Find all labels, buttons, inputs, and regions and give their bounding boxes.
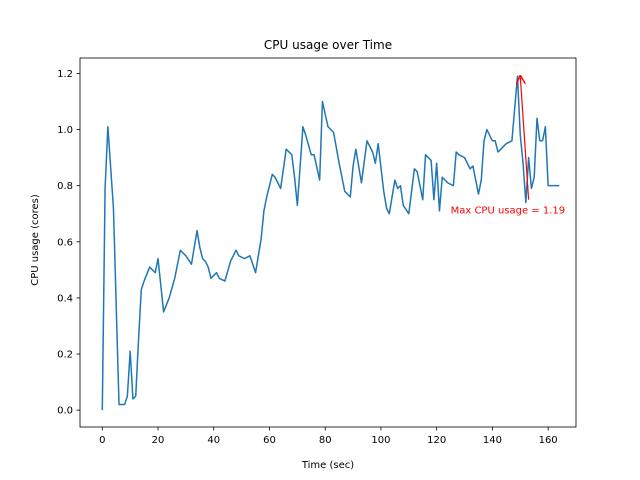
- chart-title: CPU usage over Time: [264, 38, 392, 52]
- x-tick-label: 60: [263, 435, 276, 446]
- x-tick-label: 100: [371, 435, 390, 446]
- y-tick-label: 1.2: [57, 69, 73, 80]
- x-tick-label: 20: [152, 435, 165, 446]
- x-tick-label: 40: [207, 435, 220, 446]
- annotation-label: Max CPU usage = 1.19: [451, 206, 566, 217]
- plot-frame: [79, 57, 577, 428]
- x-tick-label: 120: [427, 435, 446, 446]
- y-tick-label: 0.8: [57, 181, 73, 192]
- plot-area: 0 20 40 60 80 100 120 140 160 0.0 0.2 0.4 0.6 0.8 1.0 1…: [57, 57, 577, 446]
- y-tick-label: 1.0: [57, 125, 73, 136]
- y-tick-label: 0.4: [57, 293, 73, 304]
- y-tick-label: 0.6: [57, 237, 73, 248]
- y-tick-label: 0.2: [57, 350, 73, 361]
- x-tick-label: 80: [319, 435, 332, 446]
- series-line: [101, 75, 560, 411]
- x-tick-label: 140: [483, 435, 502, 446]
- annotation-arrow: [520, 76, 530, 200]
- y-axis-label: CPU usage (cores): [30, 194, 41, 286]
- x-axis-label: Time (sec): [301, 460, 354, 471]
- x-tick-label: 160: [539, 435, 558, 446]
- y-tick-label: 0.0: [57, 406, 73, 417]
- x-tick-label: 0: [99, 435, 105, 446]
